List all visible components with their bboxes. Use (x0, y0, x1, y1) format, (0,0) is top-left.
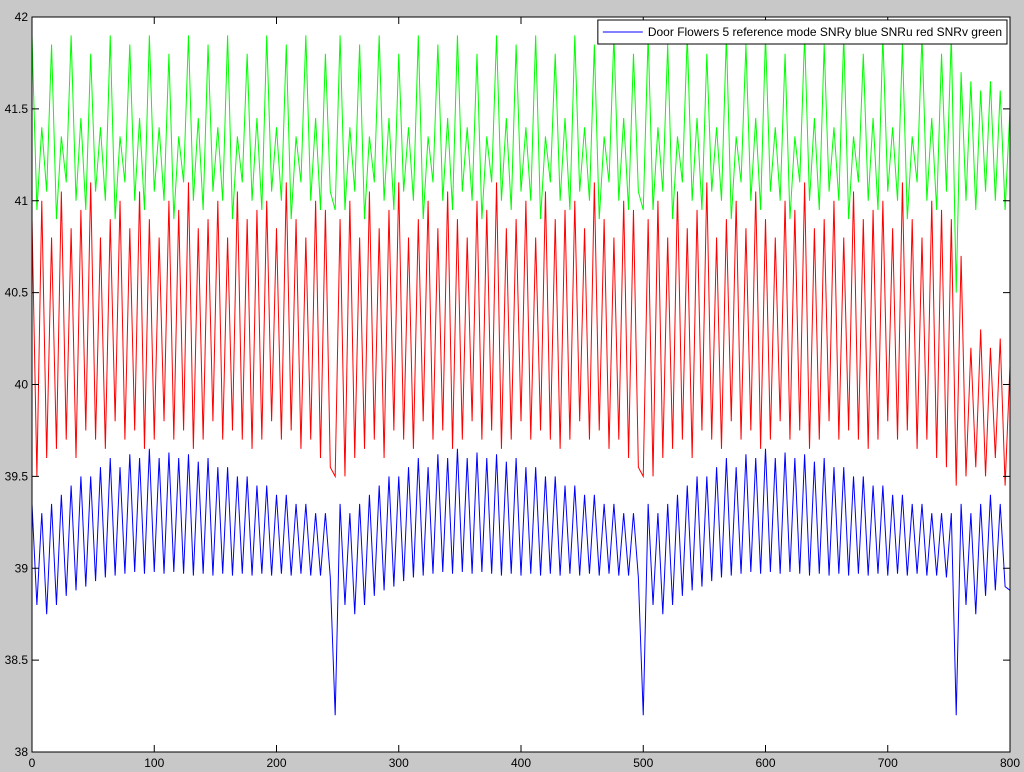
y-tick-label: 40.5 (5, 286, 29, 300)
x-tick-label: 500 (633, 756, 653, 770)
y-tick-label: 40 (15, 378, 29, 392)
x-tick-label: 0 (29, 756, 36, 770)
y-tick-label: 41 (15, 194, 29, 208)
y-tick-label: 38 (15, 745, 29, 759)
legend: Door Flowers 5 reference mode SNRy blue … (597, 19, 1008, 45)
x-tick-label: 200 (266, 756, 286, 770)
data-line (31, 35, 1011, 293)
data-line (31, 182, 1011, 486)
y-tick-label: 41.5 (5, 102, 29, 116)
legend-label: Door Flowers 5 reference mode SNRy blue … (648, 25, 1002, 39)
y-tick-label: 38.5 (5, 653, 29, 667)
x-tick-label: 600 (755, 756, 775, 770)
x-tick-label: 300 (389, 756, 409, 770)
x-tick-label: 800 (1000, 756, 1020, 770)
y-tick-label: 39.5 (5, 469, 29, 483)
plot-area (32, 17, 1010, 752)
x-tick-label: 100 (144, 756, 164, 770)
x-tick-label: 400 (511, 756, 531, 770)
y-tick-label: 42 (15, 10, 29, 24)
x-tick-label: 700 (878, 756, 898, 770)
data-line (31, 448, 1011, 716)
legend-box (597, 19, 1008, 45)
y-tick-label: 39 (15, 561, 29, 575)
